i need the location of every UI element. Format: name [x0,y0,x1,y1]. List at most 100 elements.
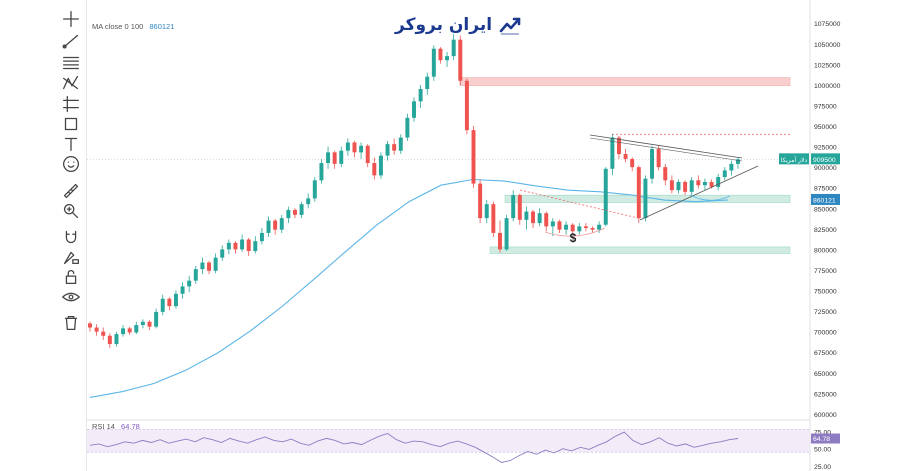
candle-body [306,198,311,205]
candle [326,146,331,169]
candle [134,321,139,335]
candle [729,160,734,176]
candle [292,208,297,219]
candle-body [114,334,119,344]
price-tick-label: 650000 [814,371,837,378]
ma-tag-bg [811,193,840,205]
price-tick-label: 1000000 [814,83,841,90]
candle-body [372,163,377,176]
rsi-legend: RSI 14 64.78 [92,422,140,431]
candle-body [121,328,126,335]
candle [207,260,212,275]
candle [577,223,582,235]
candle [226,239,231,255]
magnet-icon[interactable] [59,226,83,248]
rsi-band [87,429,810,453]
candle [736,157,740,169]
eye-icon[interactable] [59,286,83,308]
candle [173,290,178,309]
candle-body [259,232,264,242]
rounding-bottom-curve [544,227,606,237]
resistance-zone [459,77,791,86]
candle [683,180,688,196]
projection-icon[interactable] [59,93,83,115]
candle [524,206,529,230]
candle-body [630,158,635,168]
fib-icon[interactable] [59,52,83,74]
candle [140,319,145,329]
candle [213,253,218,274]
candle-body [445,56,450,61]
candle [88,321,92,332]
moving-average-line [89,178,729,398]
candle-body [438,48,443,61]
candle-body [193,269,198,281]
crosshair-icon[interactable] [59,8,83,30]
ma-legend: MA close 0 100 860121 [92,22,174,31]
candle [478,179,483,224]
trash-icon[interactable] [59,312,83,334]
emoji-icon[interactable] [59,153,83,175]
candle [114,331,119,347]
candle [345,138,350,156]
lock-drawing-icon[interactable] [59,246,83,268]
candle-body [273,220,278,230]
candle-body [722,170,727,178]
candle-body [636,167,641,219]
candle-body [213,257,218,271]
pattern-icon[interactable] [59,72,83,94]
ruler-icon[interactable] [59,180,83,202]
candle-body [504,218,509,250]
rectangle-icon[interactable] [59,113,83,135]
candle-body [464,80,469,131]
price-tag-prefix: دلار آمریکا [781,156,808,164]
price-tick-label: 900000 [814,165,837,172]
candle [365,144,370,168]
price-tick-label: 775000 [814,268,837,275]
candle-body [650,149,655,179]
candle [445,52,450,67]
candle [385,140,390,161]
candle [279,214,284,233]
candle-body [412,101,416,118]
candle [312,177,317,202]
ma-tail-curve [689,194,731,201]
zoom-icon[interactable] [59,200,83,222]
support-zone [504,194,791,203]
candle [372,157,377,180]
candle-body [339,150,344,164]
candle [663,163,668,186]
price-tick-label: 1050000 [814,42,841,49]
candle-body [88,323,92,328]
candle [240,234,245,252]
price-tick-label: 850000 [814,206,837,213]
candle-body [623,153,628,159]
price-tag-label: 909500 [813,157,836,164]
candle-body [160,298,165,312]
candle [537,208,542,227]
candle [464,78,469,135]
candle-body [696,180,701,186]
candle [405,113,410,141]
trendline-icon[interactable] [59,30,83,52]
candle-body [253,241,258,252]
candle-body [484,204,489,219]
lock-icon[interactable] [59,266,83,288]
candle [702,178,707,191]
candle [656,145,661,171]
candle-body [286,209,291,219]
candle-body [292,209,297,215]
candle-body [147,321,152,327]
text-icon[interactable] [59,133,83,155]
candle-body [352,142,357,153]
candle [299,201,304,219]
candle [352,140,357,158]
candle-body [458,39,463,81]
price-tick-label: 800000 [814,247,837,254]
candle [154,308,159,329]
candle-body [702,181,707,186]
candle [431,45,436,81]
candle-body [683,181,688,192]
candle [650,145,655,184]
